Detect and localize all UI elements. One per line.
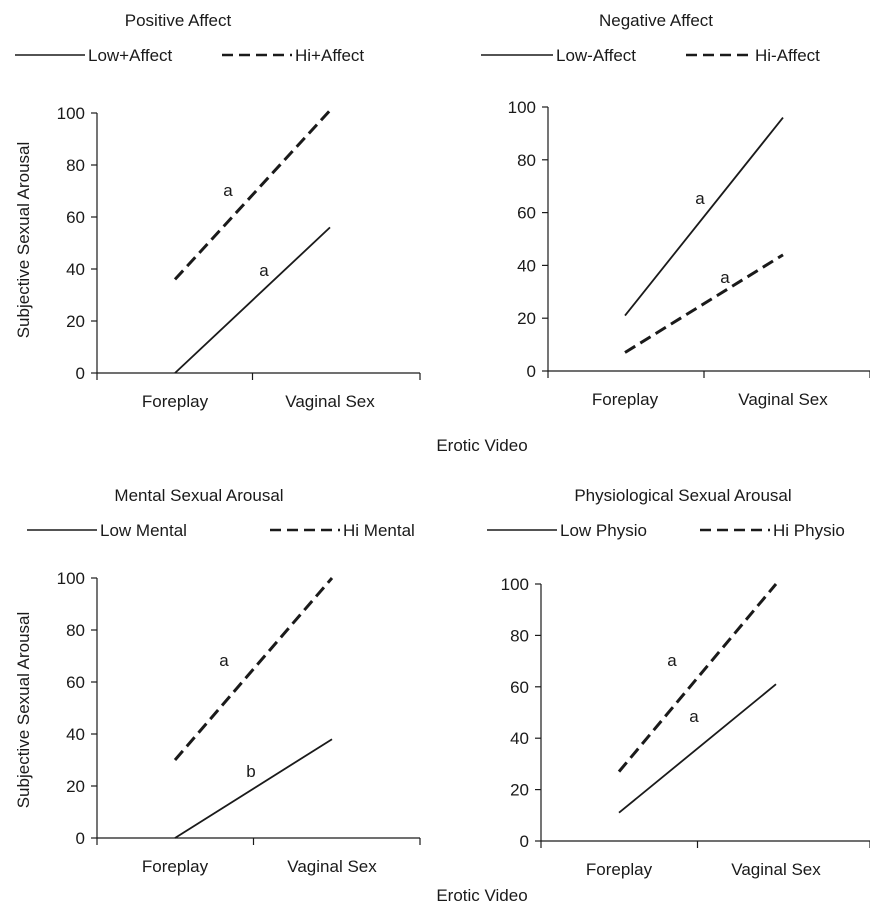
series-line-solid — [624, 116, 784, 317]
y-tick-label: 40 — [517, 256, 536, 275]
chart-panel-2: Negative Affect Low-Affect Hi-Affect 0 20 40 6… — [481, 11, 870, 409]
y-tick-label: 100 — [57, 104, 85, 123]
series-annotation: a — [219, 651, 229, 670]
series-line-dashed — [173, 109, 332, 281]
series-line-solid — [174, 738, 333, 839]
legend-label: Hi Physio — [773, 521, 845, 540]
chart-title: Positive Affect — [125, 11, 232, 30]
y-tick-label: 60 — [517, 204, 536, 223]
y-tick-label: 20 — [66, 777, 85, 796]
chart-panel-1: Positive Affect Low+Affect Hi+Affect 0 20 40 6… — [15, 11, 421, 411]
y-tick-label: 20 — [66, 312, 85, 331]
x-tick-label: Vaginal Sex — [285, 392, 375, 411]
y-tick-label: 60 — [510, 678, 529, 697]
series-annotation: a — [223, 181, 233, 200]
series-annotation: a — [667, 651, 677, 670]
chart-title: Physiological Sexual Arousal — [574, 486, 791, 505]
legend-label: Hi Mental — [343, 521, 415, 540]
y-tick-label: 0 — [76, 829, 85, 848]
legend-label: Low Mental — [100, 521, 187, 540]
y-tick-label: 80 — [66, 156, 85, 175]
y-tick-label: 0 — [76, 364, 85, 383]
y-tick-label: 60 — [66, 208, 85, 227]
y-tick-label: 20 — [517, 309, 536, 328]
x-axis-label-top: Erotic Video — [436, 436, 528, 455]
chart-panel-4: Physiological Sexual Arousal Low Physio Hi… — [487, 486, 870, 879]
y-tick-label: 0 — [520, 832, 529, 851]
series-line-dashed — [617, 583, 778, 773]
legend-label: Hi+Affect — [295, 46, 364, 65]
series-annotation: a — [689, 707, 699, 726]
chart-panel-3: Mental Sexual Arousal Low Mental Hi Mental… — [27, 486, 421, 876]
y-tick-label: 100 — [57, 569, 85, 588]
x-tick-label: Foreplay — [586, 860, 653, 879]
y-tick-label: 80 — [510, 626, 529, 645]
series-line-dashed — [624, 253, 784, 354]
y-tick-label: 40 — [66, 260, 85, 279]
y-tick-label: 80 — [66, 621, 85, 640]
y-tick-label: 0 — [527, 362, 536, 381]
series-line-dashed — [173, 577, 334, 761]
x-tick-label: Foreplay — [142, 392, 209, 411]
x-tick-label: Vaginal Sex — [731, 860, 821, 879]
x-tick-label: Foreplay — [142, 857, 209, 876]
legend-label: Low-Affect — [556, 46, 636, 65]
series-annotation: b — [246, 762, 255, 781]
x-tick-label: Vaginal Sex — [738, 390, 828, 409]
series-annotation: a — [720, 268, 730, 287]
y-tick-label: 40 — [510, 729, 529, 748]
y-tick-label: 100 — [508, 98, 536, 117]
y-tick-label: 100 — [501, 575, 529, 594]
legend-label: Low+Affect — [88, 46, 173, 65]
series-line-solid — [174, 226, 331, 374]
series-annotation: a — [695, 189, 705, 208]
legend-label: Hi-Affect — [755, 46, 820, 65]
y-axis-label-bottom: Subjective Sexual Arousal — [14, 611, 33, 809]
chart-title: Mental Sexual Arousal — [114, 486, 283, 505]
series-annotation: a — [259, 261, 269, 280]
y-tick-label: 80 — [517, 151, 536, 170]
series-line-solid — [618, 683, 777, 814]
y-tick-label: 60 — [66, 673, 85, 692]
y-tick-label: 40 — [66, 725, 85, 744]
x-tick-label: Vaginal Sex — [287, 857, 377, 876]
chart-title: Negative Affect — [599, 11, 713, 30]
y-tick-label: 20 — [510, 781, 529, 800]
x-tick-label: Foreplay — [592, 390, 659, 409]
x-axis-label-bottom: Erotic Video — [436, 886, 528, 905]
y-axis-label-top: Subjective Sexual Arousal — [14, 141, 33, 339]
legend-label: Low Physio — [560, 521, 647, 540]
